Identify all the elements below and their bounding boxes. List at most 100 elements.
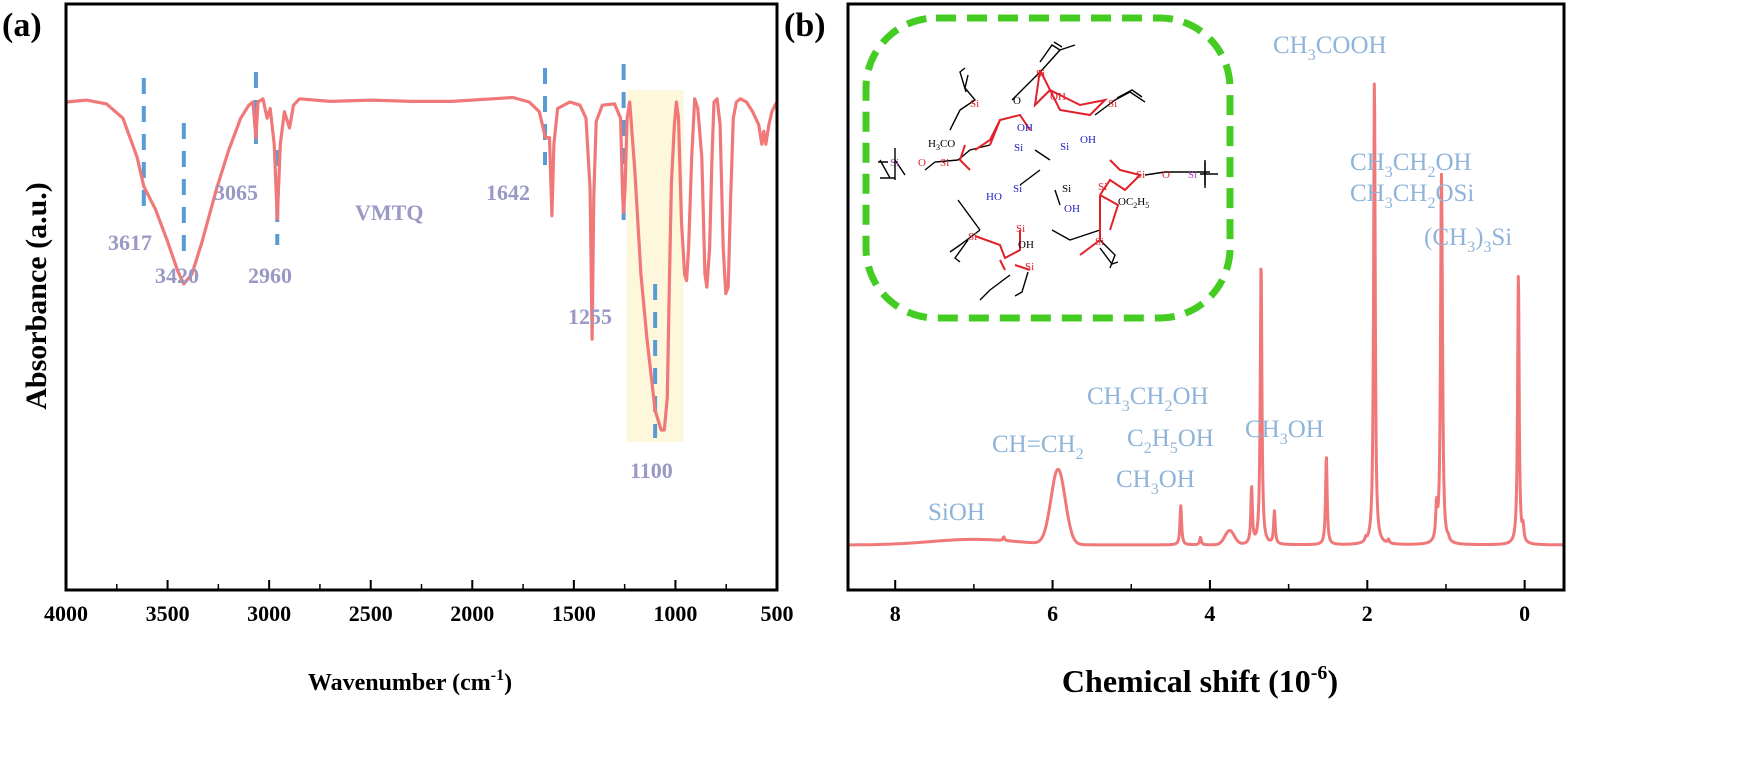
atom-ethoxy-oc: OC <box>1118 196 1133 208</box>
nmr-label-trimethylsilyl-sub2: 3 <box>1483 239 1491 256</box>
nmr-label-ethoxysilane-a: CH <box>1350 180 1385 207</box>
peak-label-3617: 3617 <box>108 230 152 255</box>
nmr-label-acetic-acid-a: CH <box>1273 32 1308 59</box>
panel-a: 4000 3500 3000 2500 2000 1500 1000 500 (a) Abso… <box>2 2 794 696</box>
nmr-label-ethoxysilane-c: OSi <box>1435 180 1474 207</box>
atom-o-right: O <box>1162 169 1170 181</box>
atom-o-left: O <box>918 157 926 169</box>
x-tick-label-b-2: 2 <box>1362 601 1373 626</box>
atom-si-lower-right: Si <box>1098 181 1107 193</box>
peak-label-3420: 3420 <box>155 263 199 288</box>
terminal-methyl-right <box>1200 160 1218 188</box>
nmr-label-c2h5oh-a: C <box>1127 425 1144 452</box>
nmr-label-acetic-acid-b: COOH <box>1316 32 1387 59</box>
x-tick-label-b-6: 6 <box>1047 601 1058 626</box>
panel-b-spectrum-line <box>846 82 1566 547</box>
atom-methoxy-co: CO <box>940 138 955 150</box>
atom-si-top: Si <box>1036 68 1045 80</box>
panel-a-peak-markers <box>141 64 658 438</box>
nmr-label-vinyl-main: CH=CH <box>992 431 1076 458</box>
panel-b-plot-frame <box>846 2 1566 592</box>
atom-si-lower-right-2: Si <box>1095 236 1104 248</box>
structure-inset-dashed-box <box>862 14 1234 322</box>
vinyl-lower-right <box>1099 247 1119 265</box>
peak-label-1255: 1255 <box>568 304 612 329</box>
x-tick-label-a-3500: 3500 <box>146 601 190 626</box>
nmr-label-c2h5oh-b: H <box>1152 425 1170 452</box>
x-tick-label-b-0: 0 <box>1519 601 1530 626</box>
atom-oh-upper: OH <box>1050 91 1066 103</box>
vinyl-bottom <box>1014 271 1029 297</box>
atom-ethoxy-sub1: 2 <box>1133 201 1137 210</box>
peak-label-3065: 3065 <box>214 180 258 205</box>
peak-label-1642: 1642 <box>486 180 530 205</box>
nmr-label-ethoxysilane-sub1: 3 <box>1385 195 1393 212</box>
structure-atom-labels: Si O Si Si OH OH Si Si OH Si HO Si OH Si… <box>890 68 1197 273</box>
cage-bonds-red <box>958 69 1142 271</box>
panel-a-y-axis-title: Absorbance (a.u.) <box>20 182 53 410</box>
atom-methoxy-sub: 3 <box>936 143 940 152</box>
panel-b-x-axis-title: Chemical shift (10-6) <box>1062 662 1338 699</box>
atom-oh-blue-2: OH <box>1080 134 1096 146</box>
terminal-methyl-left <box>878 148 896 180</box>
x-tick-label-a-3000: 3000 <box>247 601 291 626</box>
nmr-label-ethanol-mid: CH3CH2OH <box>1087 383 1209 415</box>
nmr-label-ethoxysilane-b: CH <box>1393 180 1428 207</box>
nmr-label-trimethylsilyl: (CH3)3Si <box>1424 224 1512 256</box>
atom-ethoxy: OC2H5 <box>1118 196 1149 210</box>
nmr-label-ethoxysilane-sub2: 2 <box>1427 195 1435 212</box>
atom-si-terminal-right: Si <box>1188 169 1197 181</box>
atom-ethoxy-sub2: 5 <box>1145 201 1149 210</box>
vinyl-lower-left <box>954 239 969 263</box>
panel-a-x-axis-title-main: Wavenumber (cm <box>308 670 491 696</box>
cage-bonds-black <box>879 44 1210 301</box>
atom-oh-lower: OH <box>1018 239 1034 251</box>
atom-si-right: Si <box>1136 169 1145 181</box>
nmr-label-ethoxysilane: CH3CH2OSi <box>1350 180 1474 212</box>
vinyl-groups <box>878 41 1218 297</box>
atom-methoxy-h: H <box>928 138 936 150</box>
atom-si-blue-3: Si <box>1013 183 1022 195</box>
nmr-label-ch3oh-left: CH3OH <box>1116 466 1195 498</box>
x-tick-label-a-1000: 1000 <box>653 601 697 626</box>
atom-ethoxy-h: H <box>1137 196 1145 208</box>
nmr-label-trimethylsilyl-c: Si <box>1491 224 1512 251</box>
vinyl-top <box>1039 41 1063 63</box>
nmr-label-c2h5oh: C2H5OH <box>1127 425 1214 457</box>
panel-a-x-axis: 4000 3500 3000 2500 2000 1500 1000 500 <box>44 580 794 626</box>
nmr-label-vinyl-sub: 2 <box>1076 446 1084 463</box>
structure-inset: Si O Si Si OH OH Si Si OH Si HO Si OH Si… <box>862 14 1234 322</box>
x-tick-label-a-500: 500 <box>761 601 794 626</box>
x-tick-label-a-2000: 2000 <box>450 601 494 626</box>
x-tick-label-b-4: 4 <box>1204 601 1215 626</box>
nmr-label-ethanol-mid-sub2: 2 <box>1164 398 1172 415</box>
nmr-label-ethanol-mid-b: CH <box>1130 383 1165 410</box>
nmr-label-ch3oh-left-b: OH <box>1159 466 1195 493</box>
nmr-label-ch3oh-right-b: OH <box>1288 416 1324 443</box>
nmr-label-trimethylsilyl-sub1: 3 <box>1467 239 1475 256</box>
nmr-label-acetic-acid-sub: 3 <box>1308 47 1316 64</box>
atom-si-lower-left: Si <box>968 231 977 243</box>
nmr-label-ethanol-mid-sub1: 3 <box>1122 398 1130 415</box>
x-tick-label-a-1500: 1500 <box>552 601 596 626</box>
atom-methoxy: H3CO <box>928 138 955 152</box>
x-tick-label-b-8: 8 <box>890 601 901 626</box>
nmr-label-ethanol-right-sub1: 3 <box>1385 164 1393 181</box>
panel-a-x-axis-title-sup: -1 <box>491 667 504 684</box>
series-label-vmtq: VMTQ <box>355 200 423 225</box>
atom-oh-center-lower: OH <box>1064 203 1080 215</box>
nmr-label-ch3oh-right: CH3OH <box>1245 416 1324 448</box>
atom-si-upper-left: Si <box>970 98 979 110</box>
vinyl-upper-right <box>1116 89 1143 99</box>
nmr-label-c2h5oh-sub2: 5 <box>1170 440 1178 457</box>
atom-si-upper-right: Si <box>1108 98 1117 110</box>
nmr-label-ethanol-mid-c: OH <box>1172 383 1208 410</box>
peak-label-1100: 1100 <box>630 458 673 483</box>
atom-si-lower-mid: Si <box>1016 223 1025 235</box>
panel-b-x-axis: 8 6 4 2 0 <box>890 580 1530 626</box>
atom-o-top: O <box>1013 95 1021 107</box>
nmr-label-sioh: SiOH <box>928 499 985 526</box>
panel-a-x-axis-title: Wavenumber (cm-1) <box>308 667 512 696</box>
x-tick-label-a-4000: 4000 <box>44 601 88 626</box>
